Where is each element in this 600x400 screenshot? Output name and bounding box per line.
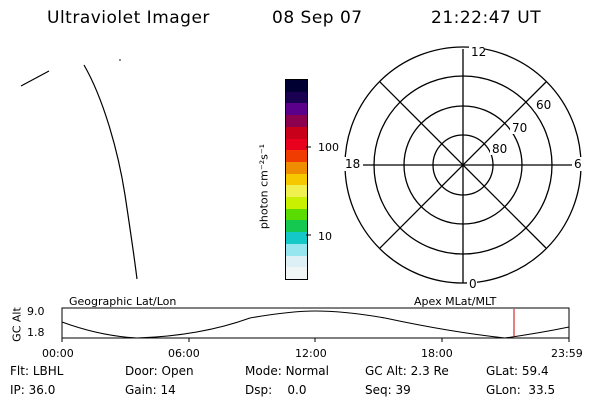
status-glat: GLat: 59.4 — [486, 364, 549, 378]
colorbar-segment — [286, 197, 307, 209]
status-mode: Mode: Normal — [245, 364, 329, 378]
colorbar-segment — [286, 173, 307, 186]
status-seq: Seq: 39 — [365, 383, 411, 397]
polar-diagonal-2 — [379, 81, 547, 249]
colorbar-tick-100: 100 — [318, 141, 339, 154]
map-dot — [119, 59, 121, 61]
colorbar-segment — [286, 103, 307, 116]
status-ip: IP: 36.0 — [10, 383, 56, 397]
colorbar-segment — [286, 126, 307, 139]
geographic-label: Geographic Lat/Lon — [69, 295, 177, 308]
colorbar-segment — [286, 220, 307, 233]
colorbar-segment — [286, 150, 307, 162]
altitude-curve — [61, 310, 570, 339]
colorbar-segment — [286, 161, 307, 174]
y-tick-top: 9.0 — [27, 305, 45, 318]
instrument-title: Ultraviolet Imager — [47, 8, 210, 28]
mlt-label-12: 12 — [471, 45, 486, 59]
status-gc-alt: GC Alt: 2.3 Re — [365, 364, 449, 378]
status-door: Door: Open — [125, 364, 194, 378]
coastline-curve — [83, 64, 138, 280]
plot-frame — [61, 307, 570, 339]
colorbar-ticks — [306, 146, 311, 236]
date-label: 08 Sep 07 — [272, 8, 363, 28]
colorbar-segment — [286, 115, 307, 127]
x-tick-2: 12:00 — [295, 347, 327, 360]
color-scale-bar — [285, 79, 308, 280]
colorbar-segment — [286, 185, 307, 198]
mlt-label-18: 18 — [345, 157, 360, 171]
colorbar-segment — [286, 138, 307, 151]
x-tick-1: 06:00 — [168, 347, 200, 360]
colorbar-segment — [286, 208, 307, 221]
colorbar-tick-10: 10 — [318, 230, 332, 243]
colorbar-segment — [286, 91, 307, 104]
status-gain: Gain: 14 — [125, 383, 176, 397]
x-tick-0: 00:00 — [42, 347, 74, 360]
status-flt: Flt: LBHL — [10, 364, 64, 378]
x-tick-4: 23:59 — [551, 347, 583, 360]
polar-mlt-plot: 12 18 6 0 60 70 80 — [343, 45, 584, 290]
colorbar-segment — [286, 243, 307, 256]
coastline-segment — [20, 70, 50, 87]
x-tick-3: 18:00 — [421, 347, 453, 360]
mlt-label-0: 0 — [469, 277, 477, 290]
colorbar-segment — [286, 255, 307, 268]
time-label: 21:22:47 UT — [431, 8, 542, 28]
mlt-label-6: 6 — [574, 157, 582, 171]
apex-label: Apex MLat/MLT — [414, 295, 497, 308]
y-tick-bottom: 1.8 — [27, 326, 45, 339]
status-dsp: Dsp: 0.0 — [245, 383, 307, 397]
colorbar-segment — [286, 232, 307, 244]
lat-label-80: 80 — [492, 142, 507, 156]
status-glon: GLon: 33.5 — [486, 383, 556, 397]
lat-label-60: 60 — [536, 98, 551, 112]
lat-label-70: 70 — [512, 121, 527, 135]
colorbar-segment — [286, 80, 307, 92]
colorbar-segment — [286, 267, 307, 279]
